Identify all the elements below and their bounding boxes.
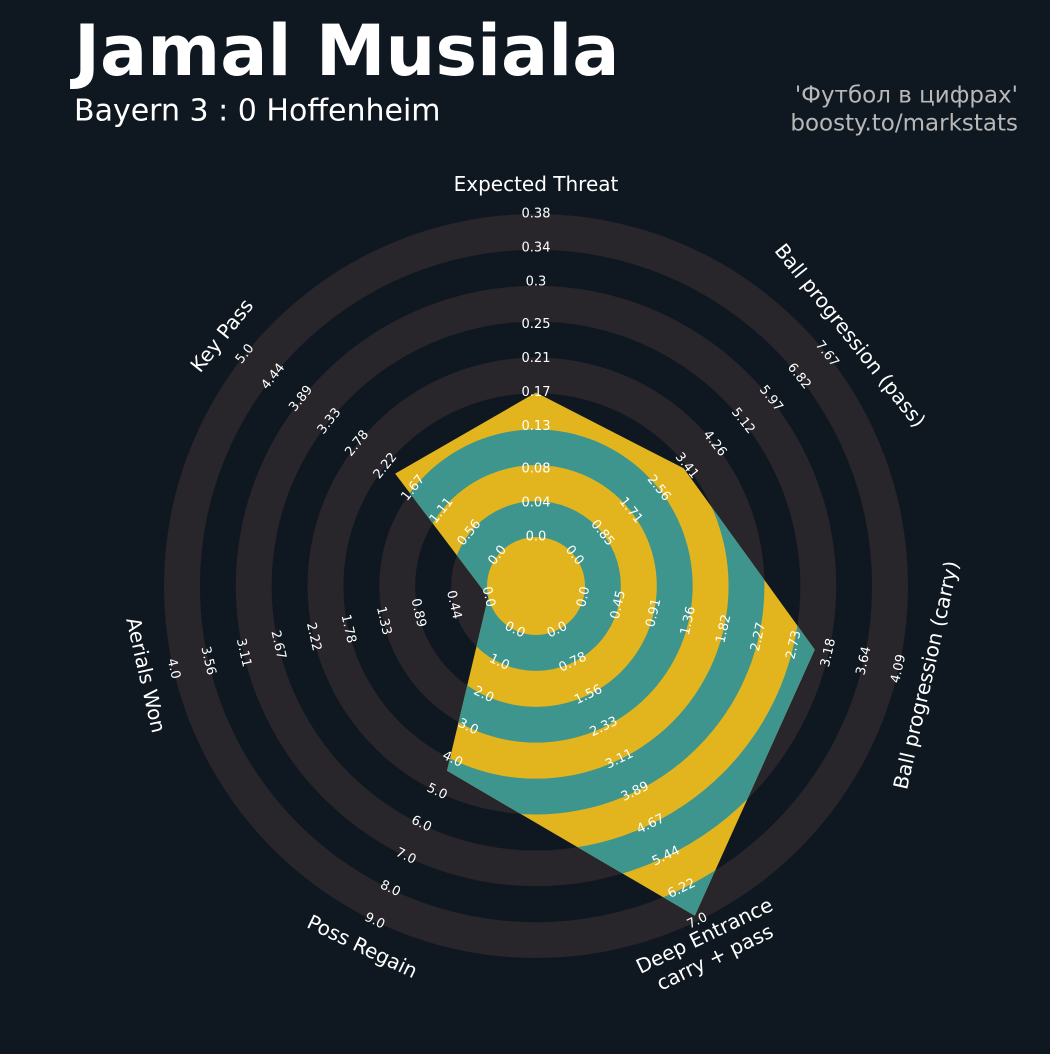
chart-title: Jamal Musiala [70, 10, 619, 92]
tick-label: 1.78 [338, 613, 359, 645]
tick-label: 3.64 [853, 645, 874, 677]
tick-label: 2.73 [783, 629, 804, 661]
tick-label: 2.67 [267, 629, 288, 661]
tick-label: 4.0 [164, 657, 183, 681]
tick-label: 0.13 [522, 419, 551, 434]
tick-label: 0.0 [526, 530, 547, 545]
tick-label: 1.36 [678, 605, 699, 637]
tick-label: 3.11 [233, 637, 254, 669]
credit: 'Футбол в цифрах' [795, 83, 1018, 109]
radar-band [451, 501, 621, 671]
tick-label: 0.0 [479, 585, 498, 609]
tick-label: 0.17 [522, 385, 551, 400]
chart-subtitle: Bayern 3 : 0 Hoffenheim [74, 94, 441, 129]
tick-label: 2.27 [748, 621, 769, 653]
tick-label: 3.18 [818, 637, 839, 669]
tick-label: 0.08 [522, 462, 551, 477]
tick-label: 0.3 [526, 275, 547, 290]
credit: boosty.to/markstats [790, 111, 1018, 137]
tick-label: 0.21 [522, 351, 551, 366]
param-label-line: Expected Threat [454, 172, 619, 196]
tick-label: 0.25 [522, 317, 551, 332]
tick-label: 0.91 [643, 597, 664, 629]
tick-label: 3.56 [197, 645, 218, 677]
tick-label: 0.34 [522, 241, 551, 256]
tick-label: 2.22 [303, 621, 324, 653]
param-label: Expected Threat [454, 172, 619, 196]
tick-label: 0.04 [522, 496, 551, 511]
tick-label: 0.0 [574, 585, 593, 609]
tick-label: 0.45 [608, 589, 629, 621]
tick-label: 0.44 [443, 589, 464, 621]
tick-label: 1.82 [713, 613, 734, 645]
tick-label: 4.09 [888, 653, 909, 685]
tick-label: 0.38 [522, 207, 551, 222]
tick-label: 0.89 [408, 597, 429, 629]
tick-label: 1.33 [373, 605, 394, 637]
